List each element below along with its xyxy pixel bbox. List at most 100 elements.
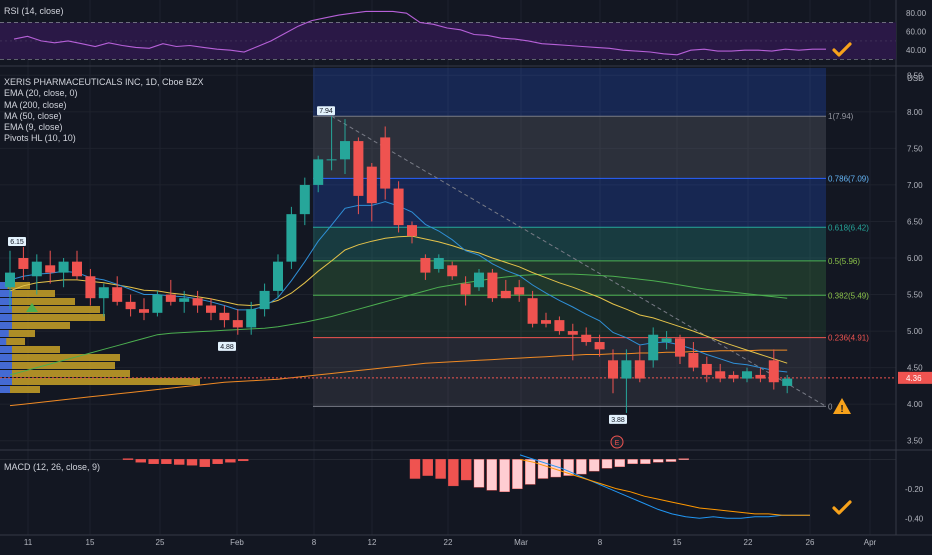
candle-body	[634, 360, 645, 379]
pivot-label: 6.15	[10, 239, 24, 246]
candle-body	[728, 374, 739, 379]
macd-histogram-bar	[665, 459, 677, 462]
macd-histogram-bar	[537, 459, 549, 479]
fib-zone	[313, 116, 826, 179]
fib-level-label: 0.382(5.49)	[828, 291, 869, 300]
price-tick-label: 4.00	[907, 400, 923, 409]
candle-body	[179, 298, 190, 302]
macd-histogram-bar	[563, 459, 574, 476]
candle-body	[701, 363, 712, 375]
pivot-label-bg	[8, 237, 26, 247]
volume-profile-bar	[0, 282, 8, 289]
volume-profile-bar	[0, 354, 120, 361]
volume-profile-bar	[0, 386, 40, 393]
macd-histogram-bar	[135, 459, 147, 463]
fib-level-label: 0.786(7.09)	[828, 174, 869, 183]
fib-level-label: 0	[828, 402, 833, 411]
warning-triangle	[833, 398, 851, 414]
macd-histogram-bar	[486, 459, 497, 491]
macd-label: MACD (12, 26, close, 9)	[4, 462, 101, 472]
macd-signal-line	[519, 458, 810, 516]
indicator-ma200: MA (200, close)	[4, 99, 67, 110]
macd-histogram-bar	[512, 459, 523, 490]
fib-zone	[313, 295, 826, 338]
pivot-label: 4.88	[220, 344, 234, 351]
pivot-label-bg	[218, 341, 236, 351]
candle-body	[567, 331, 578, 335]
macd-histogram-bar	[525, 459, 536, 485]
volume-profile-bar	[0, 330, 35, 337]
candle-body	[554, 320, 565, 332]
candle-body	[232, 320, 243, 328]
macd-histogram-bar	[422, 459, 433, 476]
candle-body	[85, 276, 96, 299]
macd-histogram-bar	[225, 459, 236, 463]
volume-profile-bar	[0, 290, 55, 297]
macd-histogram-bar	[448, 459, 459, 487]
candle-body	[286, 214, 297, 262]
candle-body	[366, 166, 377, 204]
indicator-pivots: Pivots HL (10, 10)	[4, 133, 76, 144]
volume-profile-bar	[0, 322, 70, 329]
candle-body	[541, 320, 551, 324]
volume-profile-bar	[0, 362, 115, 369]
x-tick-label: 8	[312, 538, 317, 547]
macd-histogram-bar	[678, 458, 689, 460]
pivot-label-bg	[609, 414, 627, 424]
symbol-title: XERIS PHARMACEUTICALS INC, 1D, Cboe BZX	[4, 77, 204, 87]
fib-zone-top	[313, 68, 826, 117]
candle-body	[125, 301, 136, 310]
price-tick-label: 6.00	[907, 254, 923, 263]
volume-profile-bar	[0, 306, 12, 313]
candle-body	[527, 298, 538, 324]
candle-body	[165, 294, 176, 302]
x-tick-label: 15	[673, 538, 682, 547]
volume-profile-bar	[0, 298, 75, 305]
volume-profile-bar	[0, 298, 12, 305]
candle-body	[460, 283, 471, 295]
macd-histogram-bar	[461, 459, 472, 481]
ema20-line	[9, 235, 788, 364]
warning-mark: !	[840, 404, 843, 415]
candle-body	[648, 334, 659, 361]
candle-body	[18, 258, 29, 269]
candle-body	[246, 309, 257, 328]
candle-body	[675, 338, 685, 357]
volume-profile-bar	[0, 338, 25, 345]
pivot-label-bg	[317, 106, 335, 116]
macd-histogram-bar	[473, 459, 485, 488]
x-tick-label: Mar	[514, 538, 528, 547]
macd-legend: MACD (12, 26, close, 9)	[4, 462, 100, 473]
candle-body	[98, 287, 109, 299]
volume-profile-bar	[0, 370, 130, 377]
candle-body	[45, 265, 56, 273]
fib-level-label: 0.618(6.42)	[828, 223, 869, 232]
volume-profile-bar	[0, 314, 12, 321]
price-tick-label: 5.50	[907, 291, 923, 300]
x-tick-label: 22	[744, 538, 753, 547]
candle-body	[259, 290, 270, 310]
candle-body	[487, 272, 498, 299]
candle-body	[768, 360, 779, 383]
price-tick-label: 7.50	[907, 144, 923, 153]
price-tick-label: 7.00	[907, 181, 923, 190]
candle-body	[58, 261, 69, 273]
x-tick-label: Apr	[864, 538, 877, 547]
macd-histogram-bar	[173, 459, 185, 465]
macd-histogram-bar	[409, 459, 421, 479]
macd-histogram-bar	[122, 458, 134, 460]
x-tick-label: 22	[444, 538, 453, 547]
price-tick-label: 8.00	[907, 108, 923, 117]
macd-checkmark-icon	[832, 500, 852, 515]
fib-level-label: 0.5(5.96)	[828, 257, 860, 266]
candle-body	[474, 272, 484, 288]
candle-body	[72, 261, 82, 277]
price-tick-label: 3.50	[907, 437, 923, 446]
fib-level-label: 1(7.94)	[828, 112, 854, 121]
rsi-legend: RSI (14, close)	[4, 6, 64, 17]
volume-profile-bar	[0, 322, 12, 329]
ma50-line	[9, 273, 788, 376]
candle-body	[500, 290, 511, 299]
candle-body	[340, 141, 350, 160]
